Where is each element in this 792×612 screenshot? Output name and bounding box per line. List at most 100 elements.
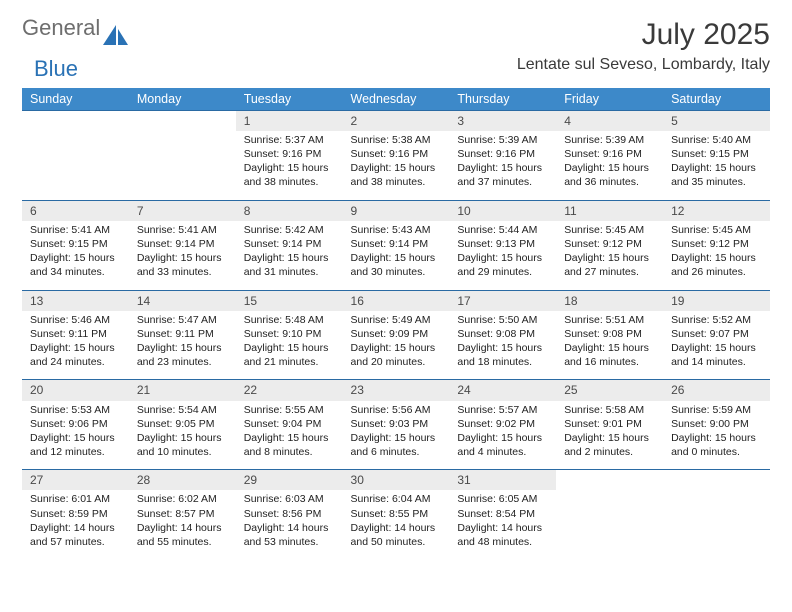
day-number-cell: 2 <box>343 110 450 131</box>
sunset-line: Sunset: 9:16 PM <box>457 147 548 161</box>
daylight-line: Daylight: 15 hours and 21 minutes. <box>244 341 335 369</box>
daylight-line: Daylight: 15 hours and 34 minutes. <box>30 251 121 279</box>
day-content-cell: Sunrise: 5:41 AMSunset: 9:14 PMDaylight:… <box>129 221 236 290</box>
day-number-cell: 6 <box>22 200 129 221</box>
sunrise-line: Sunrise: 5:50 AM <box>457 313 548 327</box>
daylight-line: Daylight: 15 hours and 10 minutes. <box>137 431 228 459</box>
sunrise-line: Sunrise: 5:38 AM <box>351 133 442 147</box>
day-content-cell: Sunrise: 5:52 AMSunset: 9:07 PMDaylight:… <box>663 311 770 380</box>
month-title: July 2025 <box>517 18 770 52</box>
daylight-line: Daylight: 15 hours and 16 minutes. <box>564 341 655 369</box>
daylight-line: Daylight: 15 hours and 20 minutes. <box>351 341 442 369</box>
sunrise-line: Sunrise: 5:40 AM <box>671 133 762 147</box>
daylight-line: Daylight: 15 hours and 18 minutes. <box>457 341 548 369</box>
sunset-line: Sunset: 9:14 PM <box>137 237 228 251</box>
weekday-header: Wednesday <box>343 88 450 111</box>
day-number-row: 20212223242526 <box>22 380 770 401</box>
daylight-line: Daylight: 15 hours and 8 minutes. <box>244 431 335 459</box>
daylight-line: Daylight: 14 hours and 50 minutes. <box>351 521 442 549</box>
logo-text-general: General <box>22 18 100 39</box>
sunset-line: Sunset: 9:14 PM <box>351 237 442 251</box>
sunset-line: Sunset: 9:06 PM <box>30 417 121 431</box>
sunset-line: Sunset: 9:01 PM <box>564 417 655 431</box>
day-content-row: Sunrise: 6:01 AMSunset: 8:59 PMDaylight:… <box>22 490 770 559</box>
sunset-line: Sunset: 9:13 PM <box>457 237 548 251</box>
daylight-line: Daylight: 14 hours and 53 minutes. <box>244 521 335 549</box>
sunrise-line: Sunrise: 5:46 AM <box>30 313 121 327</box>
sunset-line: Sunset: 9:08 PM <box>564 327 655 341</box>
day-number-cell: 16 <box>343 290 450 311</box>
sunrise-line: Sunrise: 5:39 AM <box>564 133 655 147</box>
sunrise-line: Sunrise: 5:48 AM <box>244 313 335 327</box>
daylight-line: Daylight: 15 hours and 24 minutes. <box>30 341 121 369</box>
day-number-row: 6789101112 <box>22 200 770 221</box>
sunrise-line: Sunrise: 5:58 AM <box>564 403 655 417</box>
daylight-line: Daylight: 15 hours and 12 minutes. <box>30 431 121 459</box>
day-number-cell: 14 <box>129 290 236 311</box>
day-number-row: 13141516171819 <box>22 290 770 311</box>
day-content-cell: Sunrise: 5:37 AMSunset: 9:16 PMDaylight:… <box>236 131 343 200</box>
sunset-line: Sunset: 9:11 PM <box>137 327 228 341</box>
day-number-row: 2728293031 <box>22 470 770 491</box>
day-content-row: Sunrise: 5:37 AM Sunset: 9:16 PM Daylight:… <box>22 131 770 200</box>
daylight-line: Daylight: 15 hours and 33 minutes. <box>137 251 228 279</box>
day-content-cell: Sunrise: 5:58 AMSunset: 9:01 PMDaylight:… <box>556 401 663 470</box>
day-content-cell <box>22 131 129 200</box>
day-number-cell: 3 <box>449 110 556 131</box>
sunset-line: Sunset: 9:07 PM <box>671 327 762 341</box>
daylight-line: Daylight: 15 hours and 23 minutes. <box>137 341 228 369</box>
sunrise-line: Sunrise: 5:39 AM <box>457 133 548 147</box>
daylight-line: Daylight: 14 hours and 48 minutes. <box>457 521 548 549</box>
sunset-line: Sunset: 8:54 PM <box>457 507 548 521</box>
day-content-cell <box>556 490 663 559</box>
sunset-line: Sunset: 8:57 PM <box>137 507 228 521</box>
daylight-line: Daylight: 15 hours and 38 minutes. <box>351 161 442 189</box>
day-number-cell: 31 <box>449 470 556 491</box>
day-number-cell: 24 <box>449 380 556 401</box>
day-number-cell: 10 <box>449 200 556 221</box>
sunrise-line: Sunrise: 5:55 AM <box>244 403 335 417</box>
sunrise-line: Sunrise: 5:47 AM <box>137 313 228 327</box>
day-content-cell: Sunrise: 5:57 AMSunset: 9:02 PMDaylight:… <box>449 401 556 470</box>
day-content-cell: Sunrise: 5:54 AMSunset: 9:05 PMDaylight:… <box>129 401 236 470</box>
sunrise-line: Sunrise: 5:41 AM <box>30 223 121 237</box>
weekday-header: Thursday <box>449 88 556 111</box>
calendar-table: Sunday Monday Tuesday Wednesday Thursday… <box>22 88 770 559</box>
sunset-line: Sunset: 9:02 PM <box>457 417 548 431</box>
day-content-cell: Sunrise: 5:42 AMSunset: 9:14 PMDaylight:… <box>236 221 343 290</box>
day-content-cell: Sunrise: 5:39 AMSunset: 9:16 PMDaylight:… <box>449 131 556 200</box>
day-number-cell: 12 <box>663 200 770 221</box>
day-content-cell: Sunrise: 6:04 AMSunset: 8:55 PMDaylight:… <box>343 490 450 559</box>
daylight-line: Daylight: 15 hours and 26 minutes. <box>671 251 762 279</box>
day-content-cell: Sunrise: 5:46 AMSunset: 9:11 PMDaylight:… <box>22 311 129 380</box>
day-content-cell: Sunrise: 5:55 AMSunset: 9:04 PMDaylight:… <box>236 401 343 470</box>
sunset-line: Sunset: 8:55 PM <box>351 507 442 521</box>
day-content-cell: Sunrise: 5:56 AMSunset: 9:03 PMDaylight:… <box>343 401 450 470</box>
sunset-line: Sunset: 9:12 PM <box>671 237 762 251</box>
sunset-line: Sunset: 9:16 PM <box>564 147 655 161</box>
day-number-cell: 18 <box>556 290 663 311</box>
day-content-cell: Sunrise: 5:45 AMSunset: 9:12 PMDaylight:… <box>556 221 663 290</box>
sunrise-line: Sunrise: 5:45 AM <box>564 223 655 237</box>
sunrise-line: Sunrise: 5:37 AM <box>244 133 335 147</box>
sunset-line: Sunset: 8:59 PM <box>30 507 121 521</box>
sunrise-line: Sunrise: 5:44 AM <box>457 223 548 237</box>
sunset-line: Sunset: 9:03 PM <box>351 417 442 431</box>
day-number-cell: 9 <box>343 200 450 221</box>
day-content-cell: Sunrise: 6:02 AMSunset: 8:57 PMDaylight:… <box>129 490 236 559</box>
sunset-line: Sunset: 9:14 PM <box>244 237 335 251</box>
day-content-cell: Sunrise: 6:05 AMSunset: 8:54 PMDaylight:… <box>449 490 556 559</box>
day-number-cell <box>22 110 129 131</box>
day-number-cell: 20 <box>22 380 129 401</box>
weekday-header: Tuesday <box>236 88 343 111</box>
day-number-cell: 13 <box>22 290 129 311</box>
day-number-cell: 8 <box>236 200 343 221</box>
sunset-line: Sunset: 9:09 PM <box>351 327 442 341</box>
day-content-cell: Sunrise: 5:45 AMSunset: 9:12 PMDaylight:… <box>663 221 770 290</box>
day-content-cell: Sunrise: 6:01 AMSunset: 8:59 PMDaylight:… <box>22 490 129 559</box>
sunrise-line: Sunrise: 5:52 AM <box>671 313 762 327</box>
daylight-line: Daylight: 15 hours and 4 minutes. <box>457 431 548 459</box>
sunrise-line: Sunrise: 6:04 AM <box>351 492 442 506</box>
sunset-line: Sunset: 8:56 PM <box>244 507 335 521</box>
day-number-cell: 29 <box>236 470 343 491</box>
